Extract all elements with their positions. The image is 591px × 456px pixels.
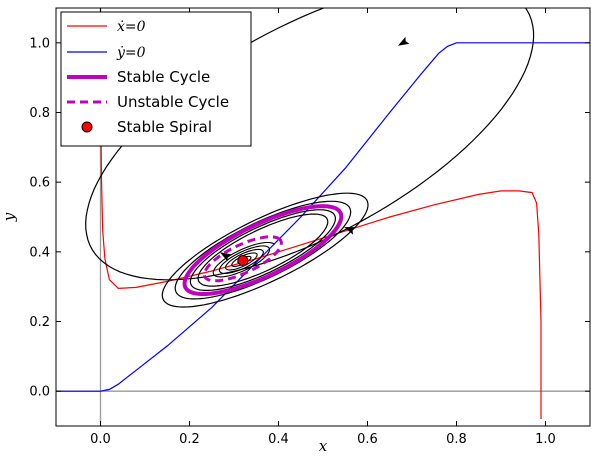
- x-tick-label: 1.0: [535, 432, 556, 447]
- legend-label: Stable Spiral: [117, 118, 212, 136]
- outer-trajectory-arrow: [397, 36, 410, 46]
- legend-label: ẏ=0: [116, 45, 146, 61]
- x-tick-label: 0.2: [179, 432, 200, 447]
- middle-trajectory-arrow-head: [344, 227, 356, 235]
- spiral-trajectory-arrow-head: [219, 252, 232, 262]
- y-tick-label: 0.0: [29, 385, 50, 400]
- legend-marker: [81, 121, 93, 133]
- unstable-cycle-line: [203, 235, 283, 283]
- x-dot-nullcline-line: [99, 8, 542, 419]
- outer-trajectory-arrow-head: [397, 36, 410, 46]
- axis-ticks: 0.0 0.2 0.4 0.6 0.8 1.0 0.0 0.2 0.4 0.6 0.8 1.0: [29, 8, 590, 447]
- legend: ẋ=0 ẏ=0 Stable Cycle Unstable Cycle Stable S…: [60, 11, 252, 147]
- stable-cycle-line: [182, 204, 344, 296]
- y-tick-label: 0.8: [29, 106, 50, 121]
- inner-trajectory-3: [197, 213, 329, 287]
- y-tick-label: 0.6: [29, 176, 50, 191]
- plot-frame: [55, 7, 591, 427]
- x-tick-label: 0.0: [90, 432, 111, 447]
- middle-trajectory: [161, 192, 369, 308]
- inner-trajectory-1: [174, 200, 352, 300]
- x-axis-label: x: [319, 437, 328, 455]
- fixed-point-markers: [237, 255, 249, 267]
- outer-trajectory: [85, 8, 535, 281]
- legend-label: ẋ=0: [117, 19, 146, 35]
- x-tick-label: 0.8: [446, 432, 467, 447]
- y-tick-label: 0.2: [29, 315, 50, 330]
- stable-spiral-marker: [237, 255, 249, 267]
- legend-label: Unstable Cycle: [117, 93, 229, 111]
- inner-trajectory-2: [189, 209, 337, 291]
- middle-trajectory-arrow: [344, 227, 356, 235]
- x-tick-label: 0.4: [268, 432, 289, 447]
- limit-cycles: [182, 204, 344, 296]
- y-axis-label: y: [0, 212, 18, 222]
- legend-label: Stable Cycle: [117, 68, 210, 86]
- y-tick-label: 1.0: [29, 36, 50, 51]
- x-tick-label: 0.6: [357, 432, 378, 447]
- y-tick-label: 0.4: [29, 245, 50, 260]
- spiral-trajectory-arrow: [219, 252, 232, 262]
